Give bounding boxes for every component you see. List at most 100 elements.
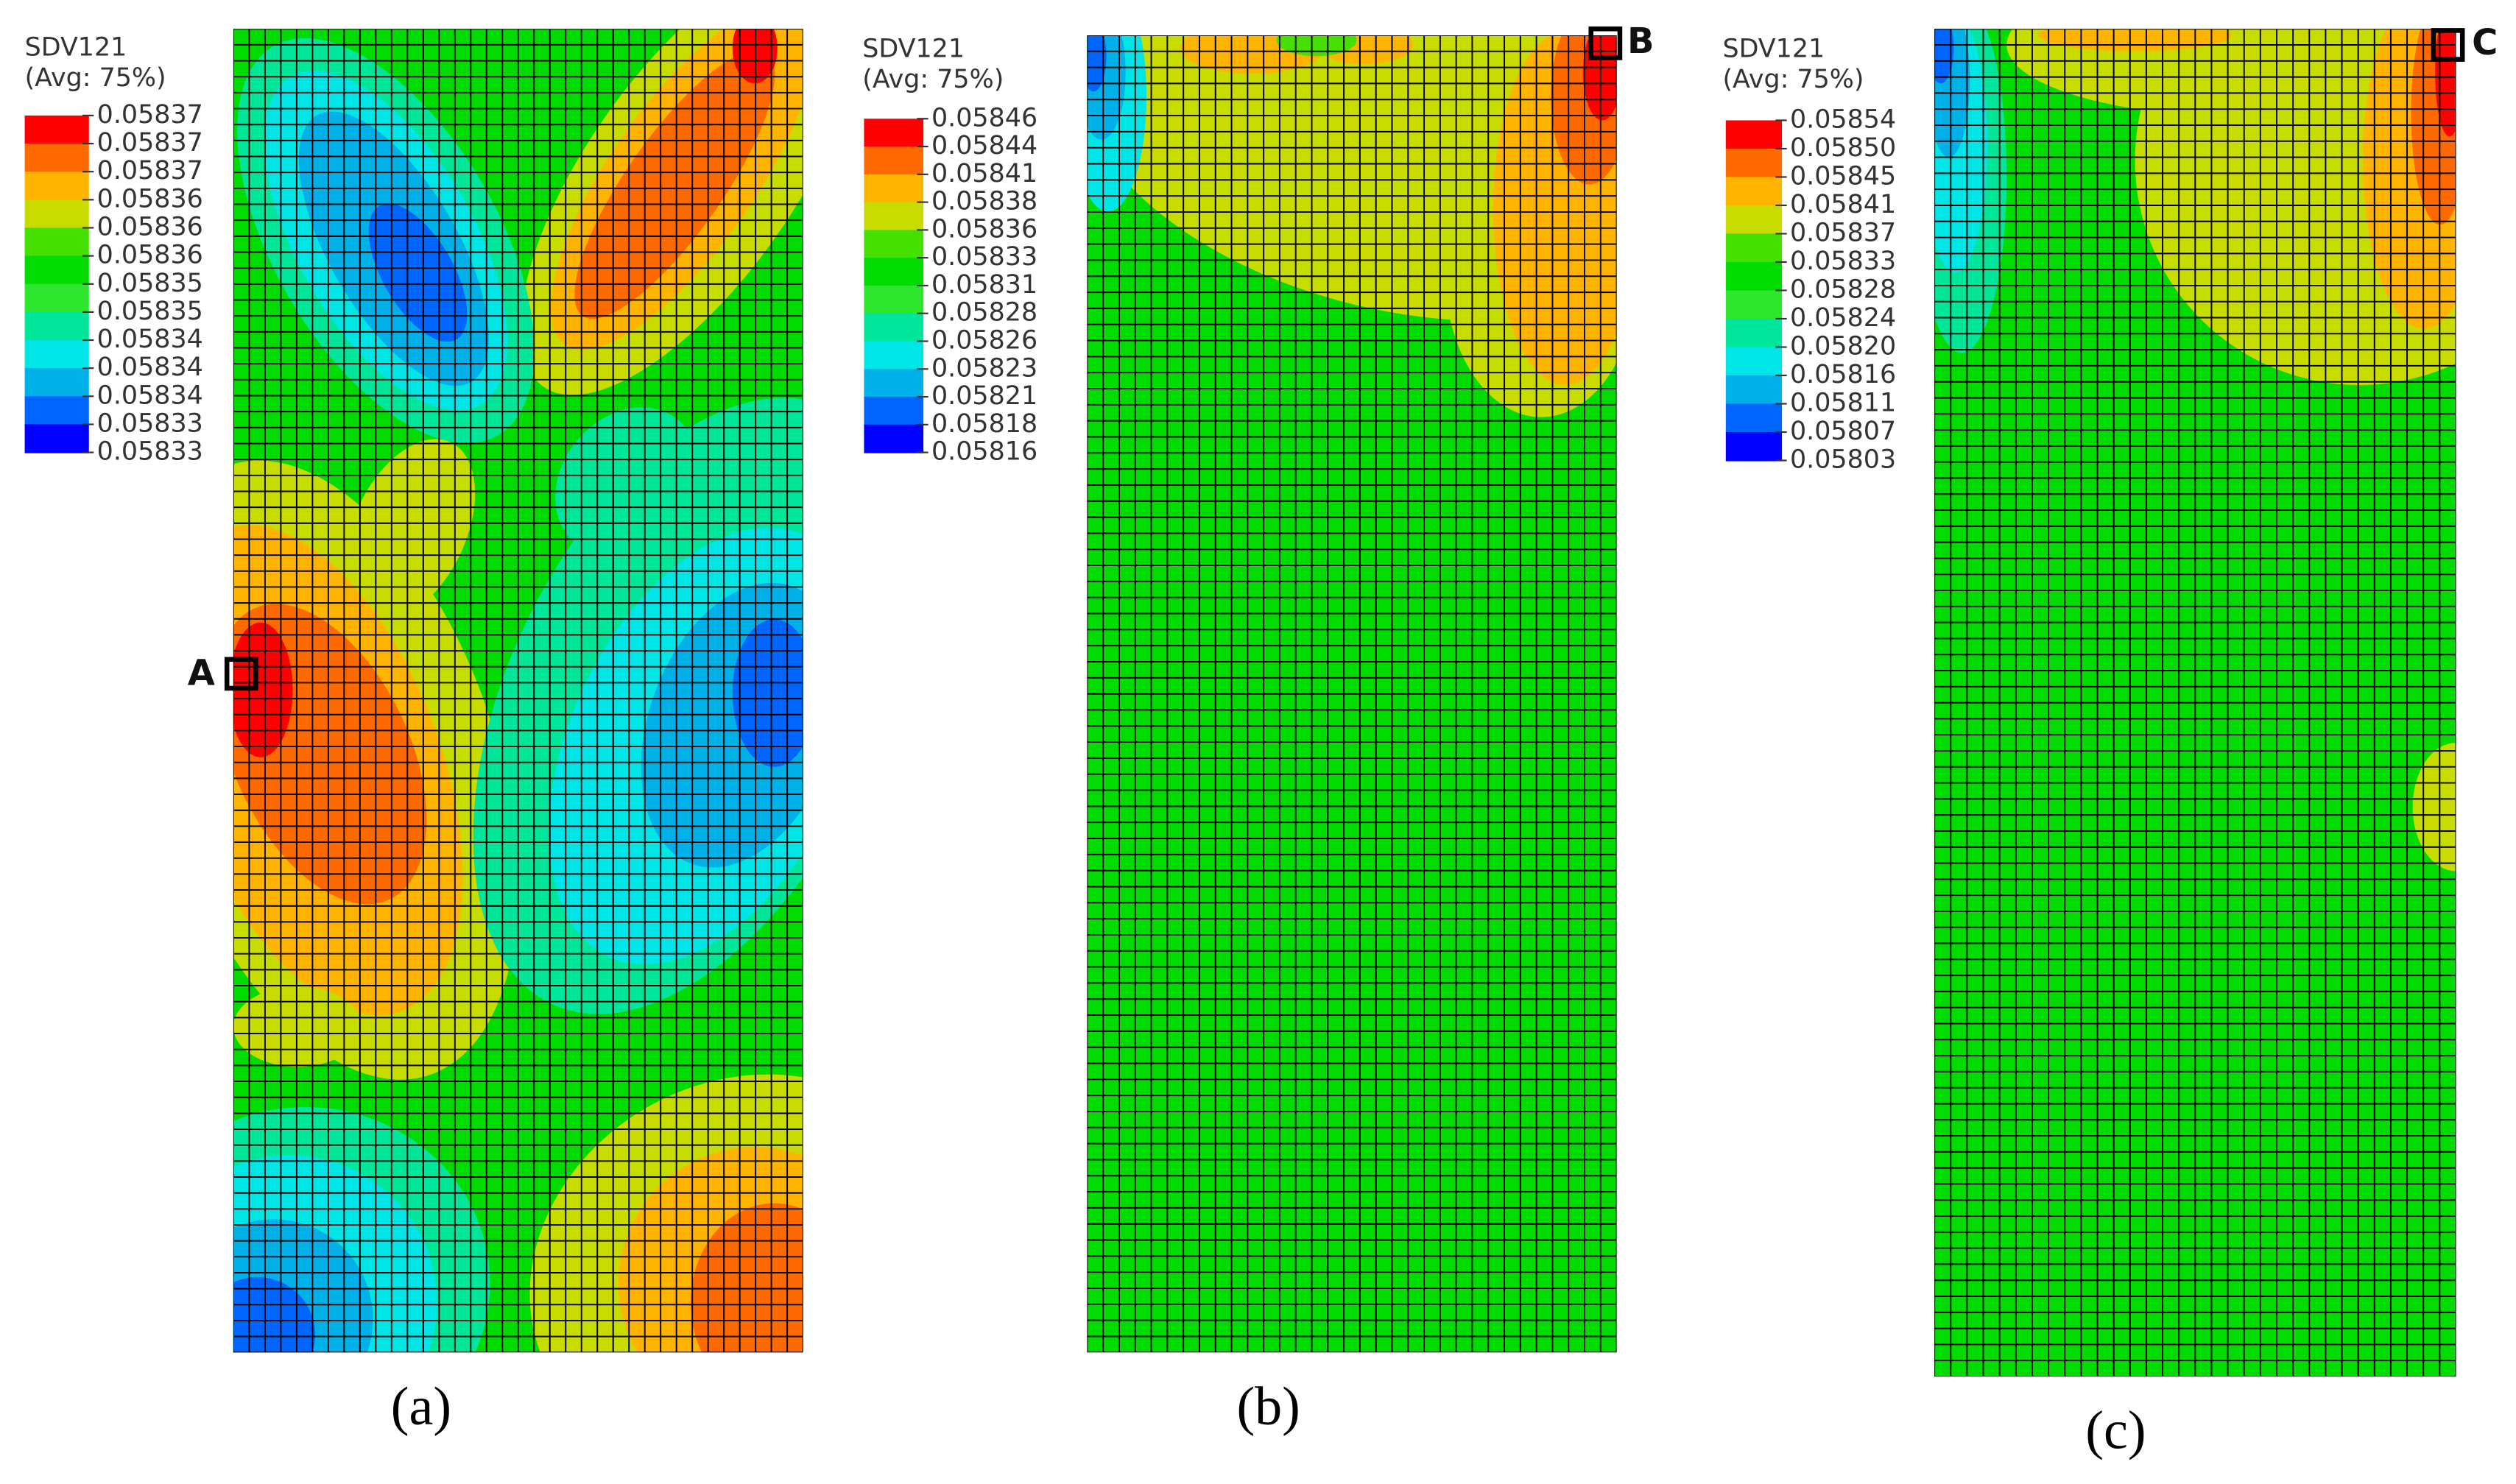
legend-label: 0.05854 xyxy=(1790,105,1896,134)
legend-swatch xyxy=(1725,318,1783,348)
contour-band xyxy=(2038,29,2232,52)
legend-label: 0.05833 xyxy=(931,242,1037,272)
contour-band xyxy=(233,1276,316,1353)
legend-swatch xyxy=(864,424,924,453)
legend-label: 0.05833 xyxy=(97,437,203,467)
legend-label: 0.05823 xyxy=(931,353,1037,383)
marker-box xyxy=(1588,26,1623,60)
legend-subtitle: (Avg: 75%) xyxy=(862,65,1004,94)
marker-label: B xyxy=(1627,21,1655,62)
legend-label: 0.05818 xyxy=(931,409,1037,439)
legend-swatch xyxy=(1725,261,1783,292)
contour-band xyxy=(1934,29,1970,158)
legend-label: 0.05816 xyxy=(931,437,1037,467)
contour-plot xyxy=(233,29,803,1353)
legend-swatch xyxy=(24,115,89,145)
legend-title: SDV121 xyxy=(862,35,965,64)
legend-label: 0.05828 xyxy=(1790,275,1896,304)
contour-plot xyxy=(1934,29,2456,1377)
legend-label: 0.05834 xyxy=(97,325,203,354)
legend-title: SDV121 xyxy=(1722,35,1825,64)
legend-label: 0.05811 xyxy=(1790,388,1896,417)
legend-swatch xyxy=(864,313,924,342)
legend-label: 0.05821 xyxy=(931,381,1037,411)
legend-swatch xyxy=(864,202,924,231)
legend-swatch xyxy=(864,341,924,370)
legend-swatch xyxy=(24,227,89,257)
legend-label: 0.05836 xyxy=(97,241,203,270)
marker-box xyxy=(224,657,258,691)
marker-label: A xyxy=(188,654,215,694)
caption: (b) xyxy=(1236,1377,1300,1437)
legend-swatch xyxy=(1725,120,1783,150)
legend-label: 0.05833 xyxy=(97,409,203,438)
legend-label: 0.05820 xyxy=(1790,331,1896,361)
legend-label: 0.05834 xyxy=(97,353,203,382)
legend-swatch xyxy=(1725,347,1783,377)
legend-swatch xyxy=(864,369,924,398)
contour-band xyxy=(1934,29,1954,84)
legend-swatch xyxy=(24,424,89,453)
legend-label: 0.05841 xyxy=(1790,190,1896,219)
legend-label: 0.05835 xyxy=(97,297,203,326)
legend-swatch xyxy=(24,396,89,425)
contour-band xyxy=(233,986,362,1067)
caption: (c) xyxy=(2085,1401,2146,1461)
legend-swatch xyxy=(1725,432,1783,462)
legend-label: 0.05836 xyxy=(931,214,1037,244)
legend-label: 0.05837 xyxy=(97,156,203,186)
legend-swatch xyxy=(24,283,89,313)
contour-band xyxy=(732,619,803,767)
legend-label: 0.05846 xyxy=(931,103,1037,132)
legend-title: SDV121 xyxy=(25,32,127,62)
legend-label: 0.05834 xyxy=(97,381,203,410)
legend-subtitle: (Avg: 75%) xyxy=(1722,65,1864,94)
legend-label: 0.05831 xyxy=(931,270,1037,300)
legend-swatch xyxy=(864,230,924,259)
legend-swatch xyxy=(864,397,924,425)
marker-label: C xyxy=(2472,23,2498,63)
legend-swatch xyxy=(1725,148,1783,178)
legend-label: 0.05837 xyxy=(97,100,203,130)
legend-label: 0.05850 xyxy=(1790,133,1896,163)
legend-label: 0.05803 xyxy=(1790,445,1896,475)
legend-label: 0.05833 xyxy=(1790,247,1896,276)
contour-band xyxy=(233,622,293,757)
legend-label: 0.05845 xyxy=(1790,161,1896,191)
legend-swatch xyxy=(24,340,89,370)
legend-swatch xyxy=(864,258,924,287)
marker-box xyxy=(2431,28,2465,62)
legend-label: 0.05844 xyxy=(931,131,1037,160)
contour-band xyxy=(1087,35,1107,92)
legend-swatch xyxy=(24,255,89,285)
legend-swatch xyxy=(1725,177,1783,207)
legend-swatch xyxy=(24,144,89,173)
legend-label: 0.05828 xyxy=(931,298,1037,328)
legend-label: 0.05835 xyxy=(97,269,203,298)
contour-band xyxy=(691,1203,803,1353)
legend-swatch xyxy=(864,285,924,314)
contour-band xyxy=(555,407,698,556)
legend-swatch xyxy=(24,311,89,342)
legend-subtitle: (Avg: 75%) xyxy=(25,63,166,93)
legend-label: 0.05841 xyxy=(931,159,1037,188)
legend-label: 0.05837 xyxy=(97,128,203,158)
contour-plot xyxy=(1087,35,1617,1353)
legend-swatch xyxy=(24,368,89,398)
legend-swatch xyxy=(1725,205,1783,235)
legend-label: 0.05816 xyxy=(1790,360,1896,389)
legend-swatch xyxy=(1725,403,1783,434)
contour-band xyxy=(368,203,468,342)
legend-swatch xyxy=(1725,290,1783,320)
legend-label: 0.05837 xyxy=(1790,218,1896,247)
caption: (a) xyxy=(391,1377,451,1437)
legend-swatch xyxy=(864,119,924,148)
legend-swatch xyxy=(1725,233,1783,264)
legend-label: 0.05836 xyxy=(97,184,203,213)
legend-swatch xyxy=(24,199,89,229)
legend-label: 0.05826 xyxy=(931,325,1037,355)
legend-label: 0.05824 xyxy=(1790,303,1896,333)
legend-swatch xyxy=(24,172,89,201)
